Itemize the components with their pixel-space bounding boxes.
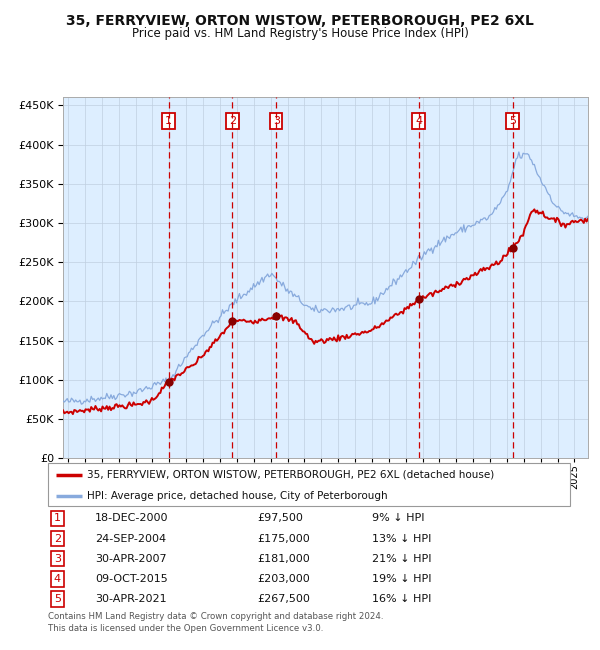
Text: 19% ↓ HPI: 19% ↓ HPI: [371, 574, 431, 584]
Text: 16% ↓ HPI: 16% ↓ HPI: [371, 594, 431, 604]
Text: 30-APR-2007: 30-APR-2007: [95, 554, 167, 564]
Text: 09-OCT-2015: 09-OCT-2015: [95, 574, 168, 584]
Text: 35, FERRYVIEW, ORTON WISTOW, PETERBOROUGH, PE2 6XL (detached house): 35, FERRYVIEW, ORTON WISTOW, PETERBOROUG…: [87, 470, 494, 480]
Text: 30-APR-2021: 30-APR-2021: [95, 594, 167, 604]
Text: £267,500: £267,500: [257, 594, 310, 604]
Text: 3: 3: [273, 116, 280, 126]
Text: £203,000: £203,000: [257, 574, 310, 584]
Text: 2: 2: [54, 534, 61, 543]
Text: 24-SEP-2004: 24-SEP-2004: [95, 534, 166, 543]
Text: HPI: Average price, detached house, City of Peterborough: HPI: Average price, detached house, City…: [87, 491, 388, 501]
Text: 4: 4: [54, 574, 61, 584]
Text: 9% ↓ HPI: 9% ↓ HPI: [371, 514, 424, 523]
Text: 3: 3: [54, 554, 61, 564]
Text: 18-DEC-2000: 18-DEC-2000: [95, 514, 169, 523]
Text: £175,000: £175,000: [257, 534, 310, 543]
Text: 21% ↓ HPI: 21% ↓ HPI: [371, 554, 431, 564]
Text: 35, FERRYVIEW, ORTON WISTOW, PETERBOROUGH, PE2 6XL: 35, FERRYVIEW, ORTON WISTOW, PETERBOROUG…: [66, 14, 534, 29]
Text: 1: 1: [54, 514, 61, 523]
Text: Price paid vs. HM Land Registry's House Price Index (HPI): Price paid vs. HM Land Registry's House …: [131, 27, 469, 40]
Text: 1: 1: [165, 116, 172, 126]
Text: 4: 4: [415, 116, 422, 126]
Text: 5: 5: [54, 594, 61, 604]
Text: 13% ↓ HPI: 13% ↓ HPI: [371, 534, 431, 543]
Text: Contains HM Land Registry data © Crown copyright and database right 2024.
This d: Contains HM Land Registry data © Crown c…: [48, 612, 383, 633]
Text: 5: 5: [509, 116, 516, 126]
Text: £181,000: £181,000: [257, 554, 310, 564]
Text: 2: 2: [229, 116, 236, 126]
Text: £97,500: £97,500: [257, 514, 302, 523]
